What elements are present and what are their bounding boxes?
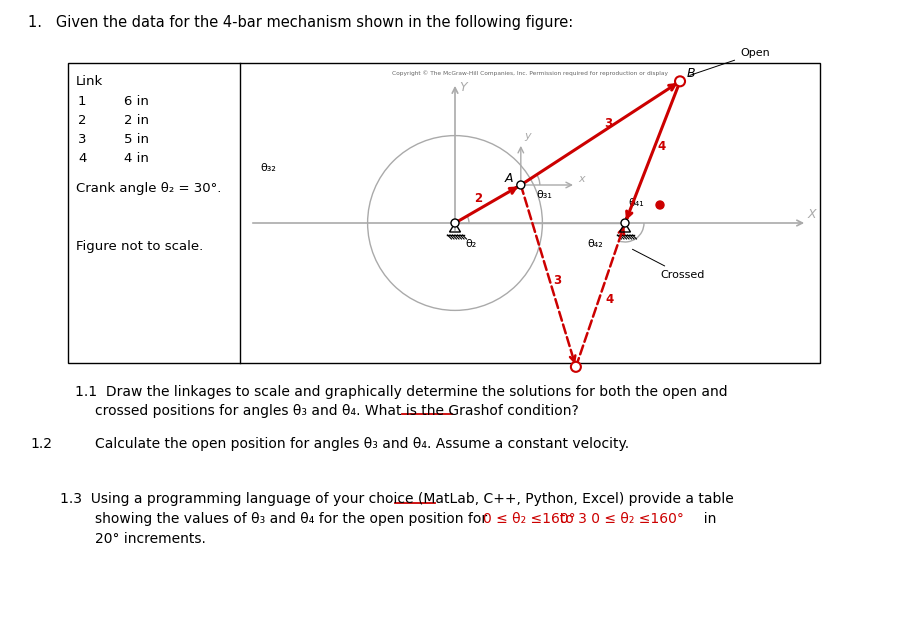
Text: Link: Link (76, 75, 103, 88)
Text: to 3 0 ≤ θ₂ ≤160°: to 3 0 ≤ θ₂ ≤160° (551, 512, 684, 526)
Text: 3: 3 (605, 117, 613, 130)
Circle shape (517, 181, 525, 189)
Text: Crossed: Crossed (632, 249, 704, 280)
Text: y: y (524, 131, 530, 141)
Text: θ₂: θ₂ (465, 239, 476, 249)
Text: θ₄₁: θ₄₁ (628, 198, 644, 208)
Circle shape (675, 77, 685, 86)
Text: 4 in: 4 in (124, 152, 149, 165)
Text: crossed positions for angles θ₃ and θ₄. What is the Grashof condition?: crossed positions for angles θ₃ and θ₄. … (95, 404, 579, 418)
Text: 1.3  Using a programming language of your choice (MatLab, C++, Python, Excel) pr: 1.3 Using a programming language of your… (60, 492, 734, 506)
Text: 3: 3 (78, 133, 86, 146)
Circle shape (656, 201, 664, 209)
Text: 3: 3 (553, 274, 562, 287)
Text: 20° increments.: 20° increments. (95, 532, 206, 546)
Text: 1.1  Draw the linkages to scale and graphically determine the solutions for both: 1.1 Draw the linkages to scale and graph… (75, 385, 727, 399)
Text: Open: Open (690, 48, 770, 75)
Text: 2: 2 (78, 114, 86, 127)
Text: x: x (578, 174, 585, 184)
Text: in: in (695, 512, 717, 526)
Text: 4: 4 (658, 140, 666, 153)
Circle shape (621, 219, 629, 227)
Text: Figure not to scale.: Figure not to scale. (76, 240, 204, 253)
Text: showing the values of θ₃ and θ₄ for the open position for: showing the values of θ₃ and θ₄ for the … (95, 512, 492, 526)
Text: 2 in: 2 in (124, 114, 149, 127)
Text: X: X (808, 208, 816, 221)
Text: Y: Y (459, 81, 466, 94)
Text: θ₄₂: θ₄₂ (587, 239, 603, 249)
Text: Copyright © The McGraw-Hill Companies, Inc. Permission required for reproduction: Copyright © The McGraw-Hill Companies, I… (392, 70, 668, 75)
Text: 1.2: 1.2 (30, 437, 52, 451)
Circle shape (570, 362, 581, 372)
Text: 0 ≤ θ₂ ≤160°: 0 ≤ θ₂ ≤160° (483, 512, 576, 526)
Circle shape (451, 219, 459, 227)
Text: 1: 1 (78, 95, 86, 108)
Text: A: A (505, 172, 513, 185)
Text: 5 in: 5 in (124, 133, 149, 146)
Text: 1.   Given the data for the 4-bar mechanism shown in the following figure:: 1. Given the data for the 4-bar mechanis… (28, 15, 573, 30)
Text: θ₃₂: θ₃₂ (260, 163, 276, 173)
Bar (68, 63, 820, 363)
Text: 2: 2 (474, 192, 482, 205)
Text: Calculate the open position for angles θ₃ and θ₄. Assume a constant velocity.: Calculate the open position for angles θ… (95, 437, 629, 451)
Text: B: B (687, 67, 696, 80)
Text: 4: 4 (78, 152, 86, 165)
Text: θ₃₁: θ₃₁ (536, 190, 553, 200)
Text: Crank angle θ₂ = 30°.: Crank angle θ₂ = 30°. (76, 182, 222, 195)
Text: 6 in: 6 in (124, 95, 149, 108)
Text: 4: 4 (605, 293, 614, 306)
